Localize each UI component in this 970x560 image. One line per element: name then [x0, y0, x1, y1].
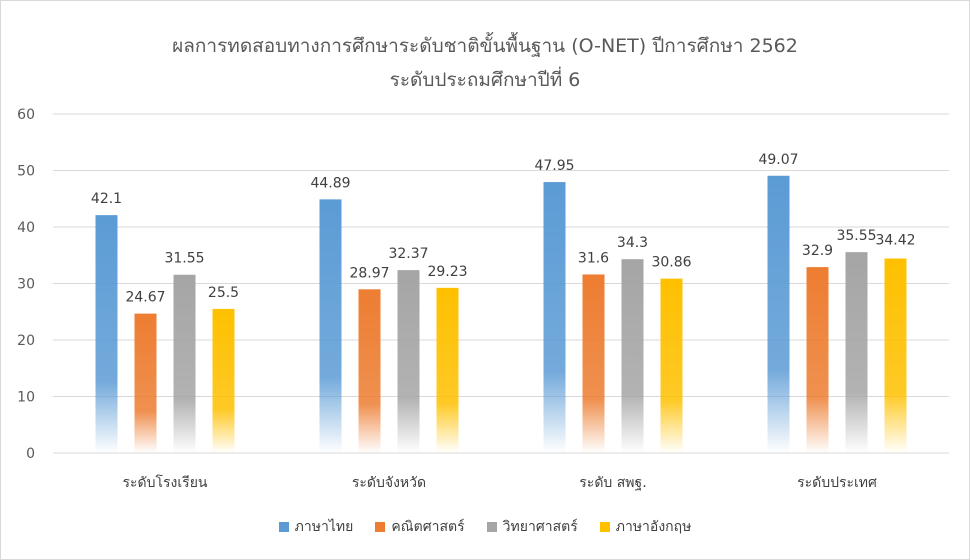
- y-tick-label: 40: [17, 220, 35, 236]
- data-label: 49.07: [758, 152, 798, 168]
- legend-swatch: [599, 522, 610, 532]
- y-tick-label: 60: [17, 107, 35, 123]
- category-label: ระดับ สพฐ.: [579, 475, 646, 491]
- chart-title: ผลการทดสอบทางการศึกษาระดับชาติขั้นพื้นฐา…: [172, 35, 798, 57]
- category-label: ระดับโรงเรียน: [123, 474, 208, 491]
- data-label: 30.86: [651, 255, 691, 271]
- bar: [436, 287, 459, 453]
- data-label: 47.95: [534, 158, 574, 174]
- data-label: 28.97: [349, 265, 389, 281]
- y-tick-label: 0: [26, 446, 35, 462]
- legend-label: ภาษาไทย: [294, 519, 354, 535]
- y-tick-label: 20: [17, 333, 35, 349]
- data-label: 32.9: [802, 243, 833, 259]
- data-label: 34.42: [875, 233, 915, 249]
- y-tick-label: 30: [17, 277, 35, 293]
- bar: [621, 259, 644, 453]
- legend-label: วิทยาศาสตร์: [502, 519, 578, 535]
- legend-label: คณิตศาสตร์: [391, 519, 465, 535]
- data-label: 29.23: [427, 264, 467, 280]
- bar: [397, 270, 420, 453]
- y-tick-label: 10: [17, 390, 35, 406]
- bar: [767, 175, 790, 453]
- data-label: 31.55: [164, 251, 204, 267]
- legend-item: วิทยาศาสตร์: [486, 516, 578, 538]
- legend-item: ภาษาอังกฤษ: [599, 516, 692, 538]
- data-label: 35.55: [836, 228, 876, 244]
- bar: [212, 308, 235, 453]
- bar: [319, 199, 342, 453]
- data-label: 25.5: [208, 285, 239, 301]
- data-label: 42.1: [91, 191, 122, 207]
- bar: [358, 289, 381, 453]
- plot-area: 0 10 20 30 40 50 60 42.1 24.67 31.55 25.5 ระดับโรงเ…: [17, 107, 949, 491]
- legend: ภาษาไทย คณิตศาสตร์ วิทยาศาสตร์ ภาษาอังกฤษ: [1, 516, 969, 538]
- bar: [173, 274, 196, 453]
- legend-item: ภาษาไทย: [278, 516, 354, 538]
- bar: [806, 267, 829, 453]
- data-label: 34.3: [617, 235, 648, 251]
- data-label: 44.89: [310, 175, 350, 191]
- category-label: ระดับประเทศ: [797, 475, 877, 491]
- legend-label: ภาษาอังกฤษ: [615, 519, 692, 535]
- legend-item: คณิตศาสตร์: [375, 516, 465, 538]
- bar: [582, 274, 605, 453]
- bar: [543, 182, 566, 453]
- y-tick-label: 50: [17, 164, 35, 180]
- bar: [845, 252, 868, 453]
- data-label: 24.67: [125, 290, 165, 306]
- legend-swatch: [278, 522, 289, 532]
- bar: [95, 215, 118, 453]
- data-label: 32.37: [388, 246, 428, 262]
- bar: [134, 313, 157, 453]
- data-label: 31.6: [578, 250, 609, 266]
- bar: [884, 258, 907, 453]
- bar: [660, 278, 683, 453]
- legend-swatch: [486, 522, 497, 532]
- category-label: ระดับจังหวัด: [352, 475, 426, 491]
- chart-subtitle: ระดับประถมศึกษาปีที่ 6: [389, 69, 581, 91]
- legend-swatch: [375, 522, 386, 532]
